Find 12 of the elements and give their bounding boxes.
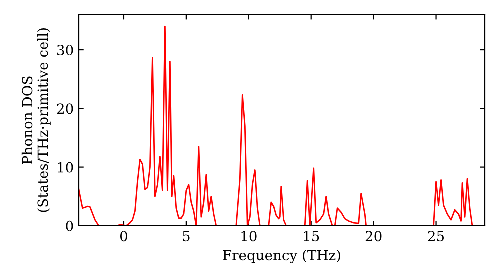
x-tick-label: 20 — [366, 231, 382, 242]
x-tick-label: 25 — [428, 231, 444, 242]
y-tick-label: 30 — [58, 44, 74, 56]
y-tick-label: 10 — [58, 162, 74, 173]
y-tick-label: 0 — [66, 220, 74, 232]
y-tick-label: 20 — [57, 104, 74, 114]
x-tick-label: 0 — [120, 231, 128, 242]
y-axis-title: Phonon DOS (States/THz·primitive cell) — [22, 28, 51, 212]
x-tick-label: 15 — [304, 231, 320, 242]
x-tick-label: 10 — [242, 231, 257, 242]
x-tick-label: 5 — [183, 231, 190, 242]
x-axis-title: Frequency (THz) — [223, 250, 340, 264]
